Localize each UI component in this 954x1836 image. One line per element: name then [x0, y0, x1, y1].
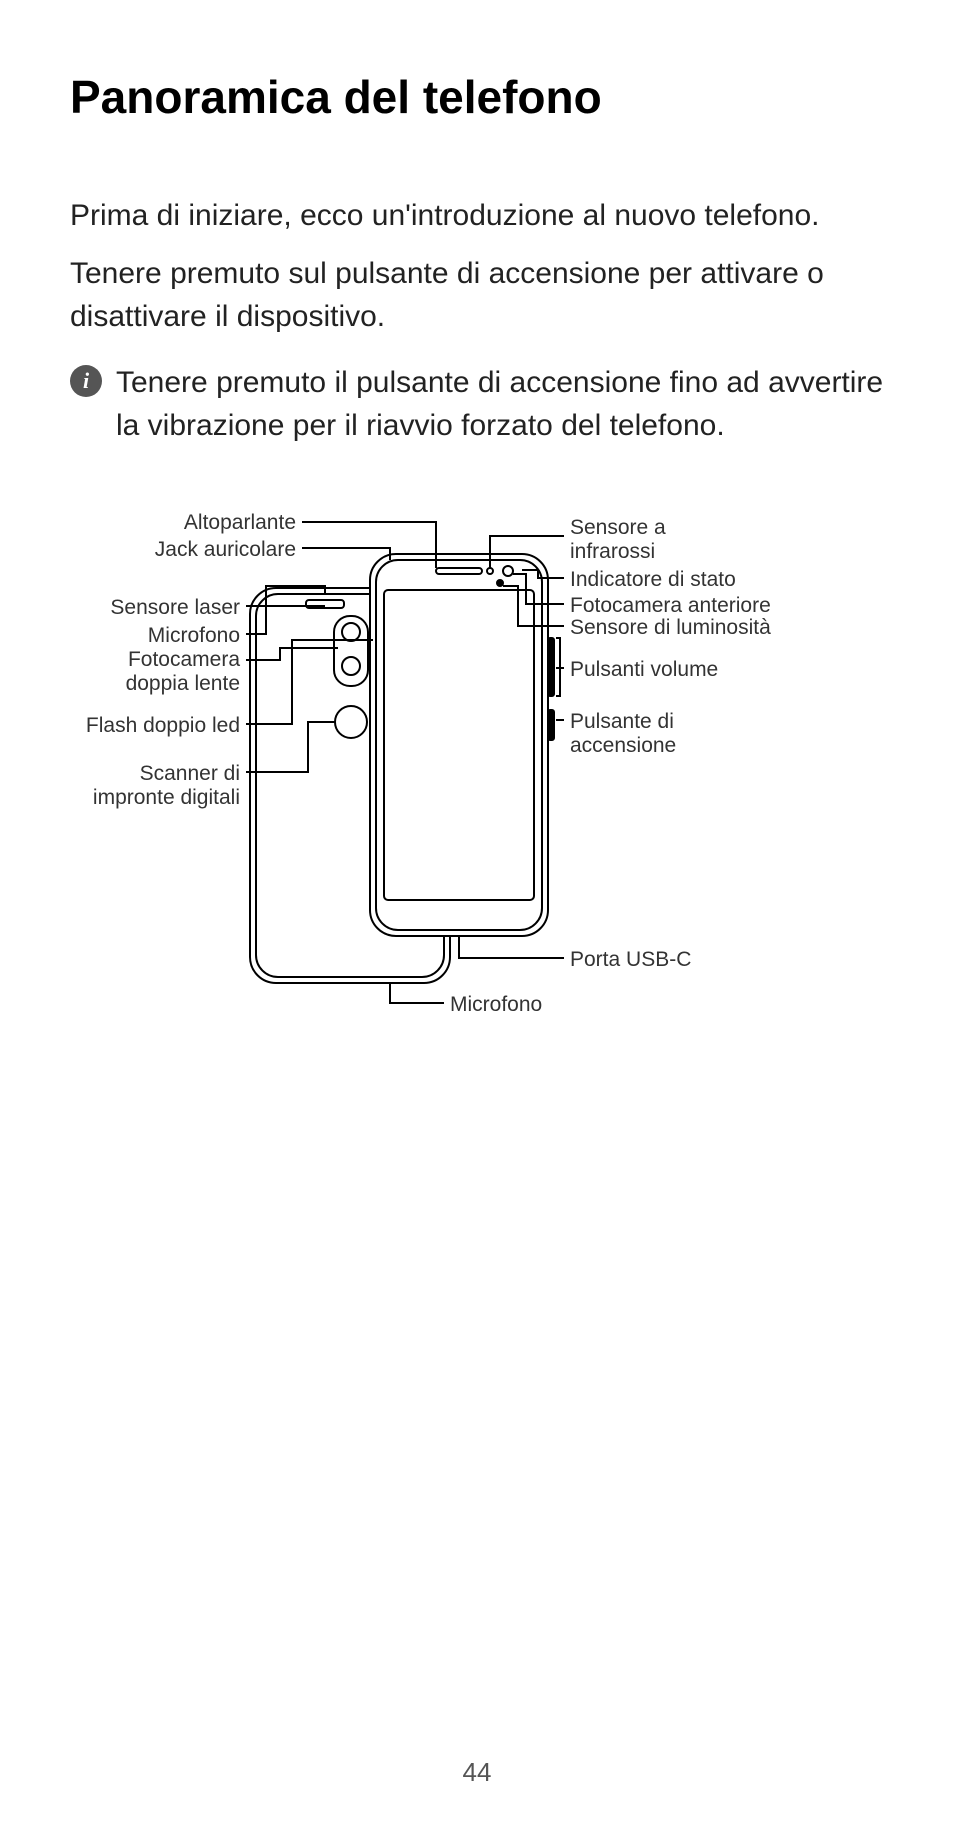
- info-icon: i: [70, 365, 102, 397]
- page: Panoramica del telefono Prima di iniziar…: [0, 0, 954, 1836]
- note-row: i Tenere premuto il pulsante di accensio…: [70, 361, 884, 448]
- page-number: 44: [0, 1757, 954, 1788]
- phone-diagram: Altoparlante Jack auricolare Sensore las…: [70, 488, 884, 1128]
- intro-paragraph-1: Prima di iniziare, ecco un'introduzione …: [70, 194, 884, 238]
- intro-paragraph-2: Tenere premuto sul pulsante di accension…: [70, 252, 884, 339]
- note-text: Tenere premuto il pulsante di accensione…: [116, 361, 884, 448]
- phone-svg: [70, 488, 884, 1128]
- page-title: Panoramica del telefono: [70, 70, 884, 124]
